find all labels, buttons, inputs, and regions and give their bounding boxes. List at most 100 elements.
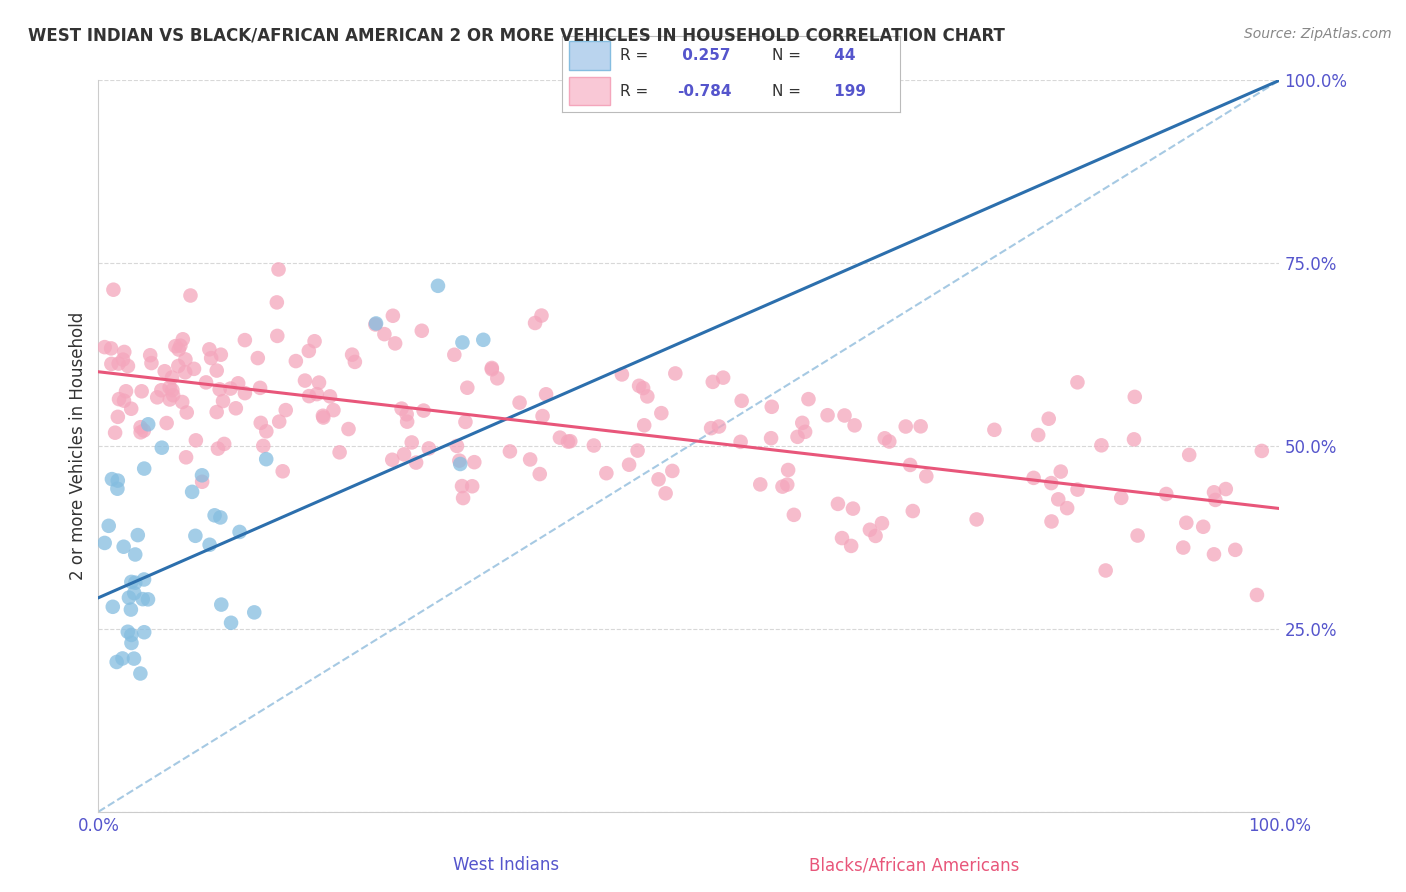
Point [167,359,190,373]
Point [107,474,129,488]
Point [312,410,335,425]
Point [249,416,271,430]
Point [548,431,571,445]
Point [772,480,794,494]
Point [617,458,640,472]
Point [557,434,579,449]
Text: West Indians: West Indians [453,856,560,874]
Point [759,431,782,445]
Text: -0.784: -0.784 [678,84,731,98]
Point [136,417,159,432]
Point [427,278,450,293]
Point [225,401,247,416]
Point [131,384,153,399]
Point [205,363,228,377]
Point [174,450,197,465]
Point [117,359,139,373]
Point [112,540,135,554]
Point [778,463,800,477]
Point [1109,491,1132,505]
Point [610,368,633,382]
Point [308,376,330,390]
Point [1192,520,1215,534]
Point [631,381,654,395]
Point [463,455,485,469]
Point [298,389,321,403]
Point [100,342,122,356]
Point [179,288,201,302]
Point [172,332,194,346]
Point [1225,542,1247,557]
Point [117,624,139,639]
Point [191,475,214,489]
Point [1126,528,1149,542]
Point [700,421,723,435]
Bar [569,77,610,105]
Point [228,524,250,539]
Point [481,362,503,376]
Point [159,392,181,407]
Point [1040,476,1063,491]
Point [451,479,474,493]
Point [111,352,134,367]
Point [877,434,900,449]
Point [132,424,155,438]
Point [1173,541,1195,555]
Point [274,403,297,417]
Point [1178,448,1201,462]
Point [844,418,866,433]
Point [207,442,229,456]
Point [730,434,752,449]
Point [654,486,676,500]
Text: R =: R = [620,84,648,98]
Point [1066,376,1088,390]
Point [1175,516,1198,530]
Point [122,586,145,600]
Point [294,374,316,388]
Point [181,484,204,499]
Point [124,548,146,562]
Point [1123,433,1146,447]
Text: 0.257: 0.257 [678,48,731,63]
Point [456,381,478,395]
Point [108,392,131,406]
Point [169,339,191,353]
Point [817,409,839,423]
Point [134,461,156,475]
Point [707,419,730,434]
Point [983,423,1005,437]
Point [1049,465,1071,479]
Point [118,591,141,605]
Point [150,383,173,397]
Point [783,508,806,522]
Point [831,531,853,545]
Point [103,283,125,297]
Point [481,360,503,375]
Point [524,316,547,330]
Point [451,491,474,505]
Point [1056,501,1078,516]
Point [101,472,124,486]
Point [233,333,256,347]
Point [1022,471,1045,485]
Text: Source: ZipAtlas.com: Source: ZipAtlas.com [1244,27,1392,41]
Point [626,443,648,458]
Point [486,371,509,385]
Point [340,348,363,362]
Point [628,379,651,393]
Point [329,445,352,459]
Point [1215,482,1237,496]
Point [132,573,155,587]
Point [761,400,783,414]
Point [200,351,222,365]
Point [115,384,138,399]
Point [910,419,932,434]
Point [112,345,135,359]
Point [509,395,531,409]
Point [198,538,221,552]
Point [519,452,541,467]
Point [134,625,156,640]
Point [111,651,134,665]
Point [150,441,173,455]
Point [1204,492,1226,507]
